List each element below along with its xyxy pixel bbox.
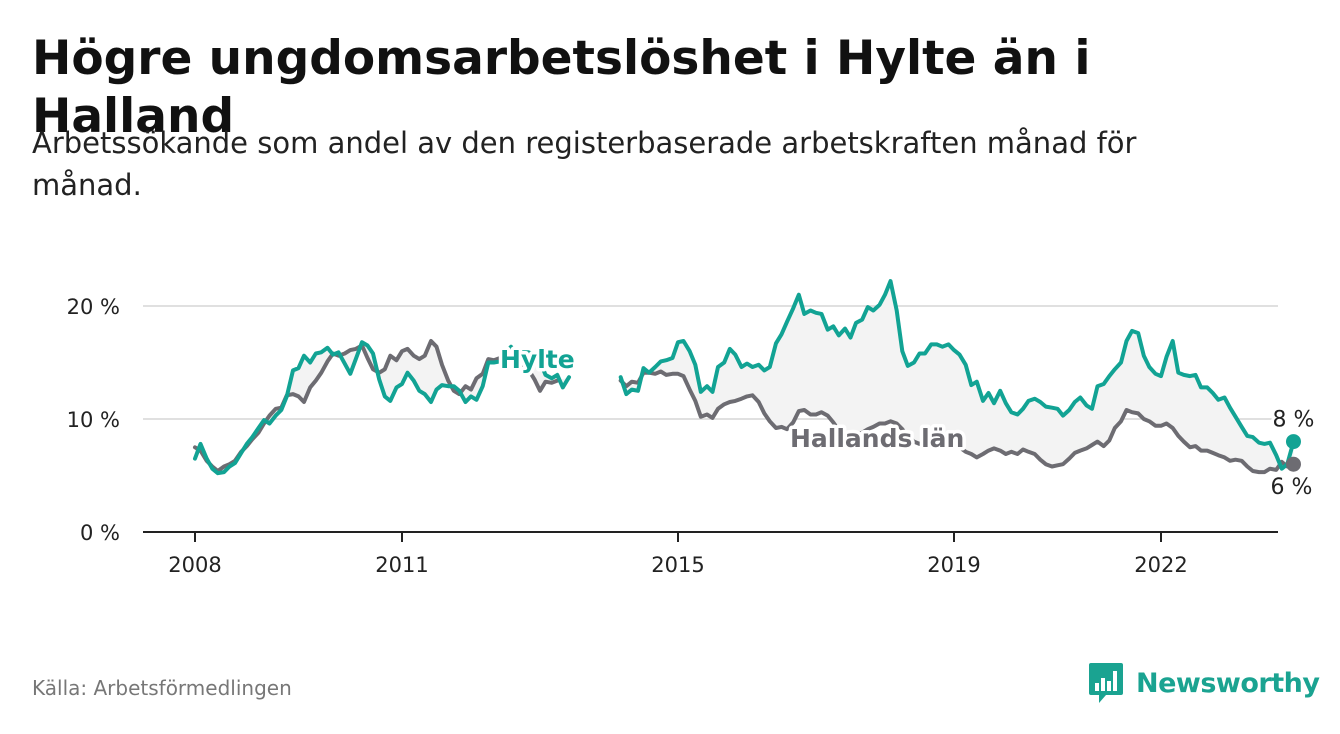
halland-end-label: 6 %: [1271, 475, 1313, 500]
chart-subtitle: Arbetssökande som andel av den registerb…: [32, 126, 1137, 202]
halland-end-dot: [1285, 456, 1301, 472]
difference-band: [195, 281, 1294, 474]
series-labels: Hylte Hallands län 8 % 6 %: [497, 342, 1318, 504]
x-tick-label: 2011: [375, 553, 428, 577]
halland-series-label: Hallands län: [790, 424, 964, 453]
chart-title: Högre ungdomsarbetslöshet i Hylte än i H…: [32, 31, 1091, 144]
brand-name: Newsworthy: [1136, 667, 1320, 699]
x-tick-label: 2015: [651, 553, 704, 577]
hylte-line: [618, 279, 1296, 471]
newsworthy-logo-icon: [1089, 663, 1123, 703]
hylte-line: [193, 340, 571, 476]
hylte-end-dot: [1285, 434, 1301, 450]
y-tick-label: 10 %: [67, 408, 120, 432]
source-credit: Källa: Arbetsförmedlingen: [32, 676, 292, 700]
hylte-series-label: Hylte: [500, 345, 575, 374]
hylte-end-label: 8 %: [1273, 408, 1315, 433]
y-tick-label: 0 %: [80, 521, 120, 545]
series-lines: [193, 279, 1301, 476]
y-tick-label: 20 %: [67, 295, 120, 319]
x-tick-label: 2019: [927, 553, 980, 577]
halland-line: [618, 369, 1296, 475]
x-tick-label: 2008: [168, 553, 221, 577]
newsworthy-logo[interactable]: Newsworthy: [1088, 660, 1320, 706]
x-tick-label: 2022: [1134, 553, 1187, 577]
x-axis: 2008 2011 2015 2019 2022: [143, 531, 1278, 577]
